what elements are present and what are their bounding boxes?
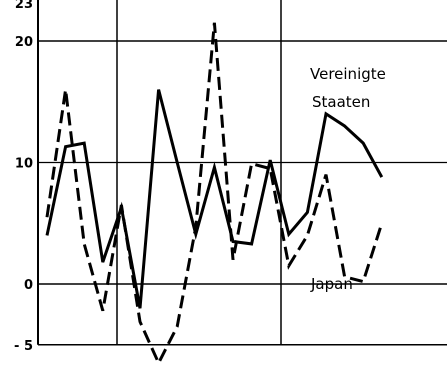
y-tick-label: 10 (15, 157, 33, 172)
y-tick-label: 20 (15, 35, 33, 50)
series-lines (45, 22, 384, 367)
series-label-vereinigte-staaten-line2: Staaten (312, 93, 370, 111)
series-label-vereinigte-staaten-line1: Vereinigte (310, 65, 386, 83)
y-tick-label: - 5 (14, 339, 33, 354)
y-tick-label: 0 (24, 278, 33, 293)
series-line-japan (45, 22, 384, 367)
y-tick-labels: 23 20 10 0 - 5 (14, 0, 33, 354)
series-label-japan: Japan (310, 275, 353, 293)
y-tick-label: 23 (15, 0, 33, 12)
series-line-vereinigte-staaten (45, 89, 384, 309)
